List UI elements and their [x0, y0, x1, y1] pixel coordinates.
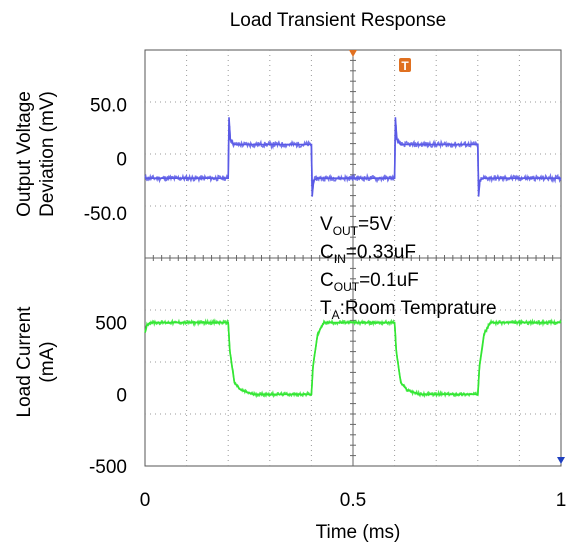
channel-ground-marker: [557, 457, 565, 464]
annotation-value: =5V: [358, 214, 393, 235]
annotation-subscript: OUT: [333, 224, 359, 238]
annotation-base: T: [320, 298, 332, 319]
current-y-tick-label: 500: [95, 314, 127, 335]
voltage-y-axis-label: Output Voltage Deviation (mV): [14, 91, 58, 217]
voltage-trace-noise: [144, 124, 562, 190]
annotation-line: CIN=0.33uF: [320, 242, 416, 266]
annotation-line: TA:Room Temprature: [320, 298, 497, 322]
annotation-subscript: IN: [334, 252, 346, 266]
voltage-y-tick-label: -50.0: [84, 204, 127, 225]
x-tick-label: 1: [556, 490, 567, 511]
annotation-value: =0.1uF: [359, 270, 419, 291]
voltage-y-axis-label-line: Output Voltage: [14, 91, 35, 217]
voltage-trace: [145, 117, 561, 197]
current-y-axis-label: Load Current (mA): [14, 306, 58, 418]
x-tick-label: 0.5: [340, 490, 366, 511]
annotation-base: C: [320, 270, 334, 291]
annotation-value: =0.33uF: [346, 242, 416, 263]
annotation-line: VOUT=5V: [320, 214, 393, 238]
annotation-subscript: A: [332, 308, 340, 322]
current-y-tick-label: -500: [89, 457, 127, 478]
x-tick-label: 0: [140, 490, 151, 511]
trigger-position-marker: [349, 50, 357, 57]
current-y-axis-label-line: (mA): [37, 341, 58, 382]
annotation-line: COUT=0.1uF: [320, 270, 419, 294]
chart-title: Load Transient Response: [230, 10, 447, 31]
annotation-value: :Room Temprature: [340, 298, 497, 319]
current-y-axis-label-line: Load Current: [14, 306, 35, 418]
voltage-y-tick-label: 0: [116, 150, 127, 171]
annotation-subscript: OUT: [334, 280, 360, 294]
annotation-base: C: [320, 242, 334, 263]
trigger-level-marker-label: T: [401, 59, 409, 73]
annotation-base: V: [320, 214, 333, 235]
current-y-tick-label: 0: [116, 385, 127, 406]
x-axis-label: Time (ms): [316, 522, 401, 543]
voltage-y-axis-label-line: Deviation (mV): [37, 91, 58, 217]
current-trace: [144, 321, 561, 396]
voltage-y-tick-label: 50.0: [90, 95, 127, 116]
trigger-level-marker-box: [399, 58, 411, 72]
